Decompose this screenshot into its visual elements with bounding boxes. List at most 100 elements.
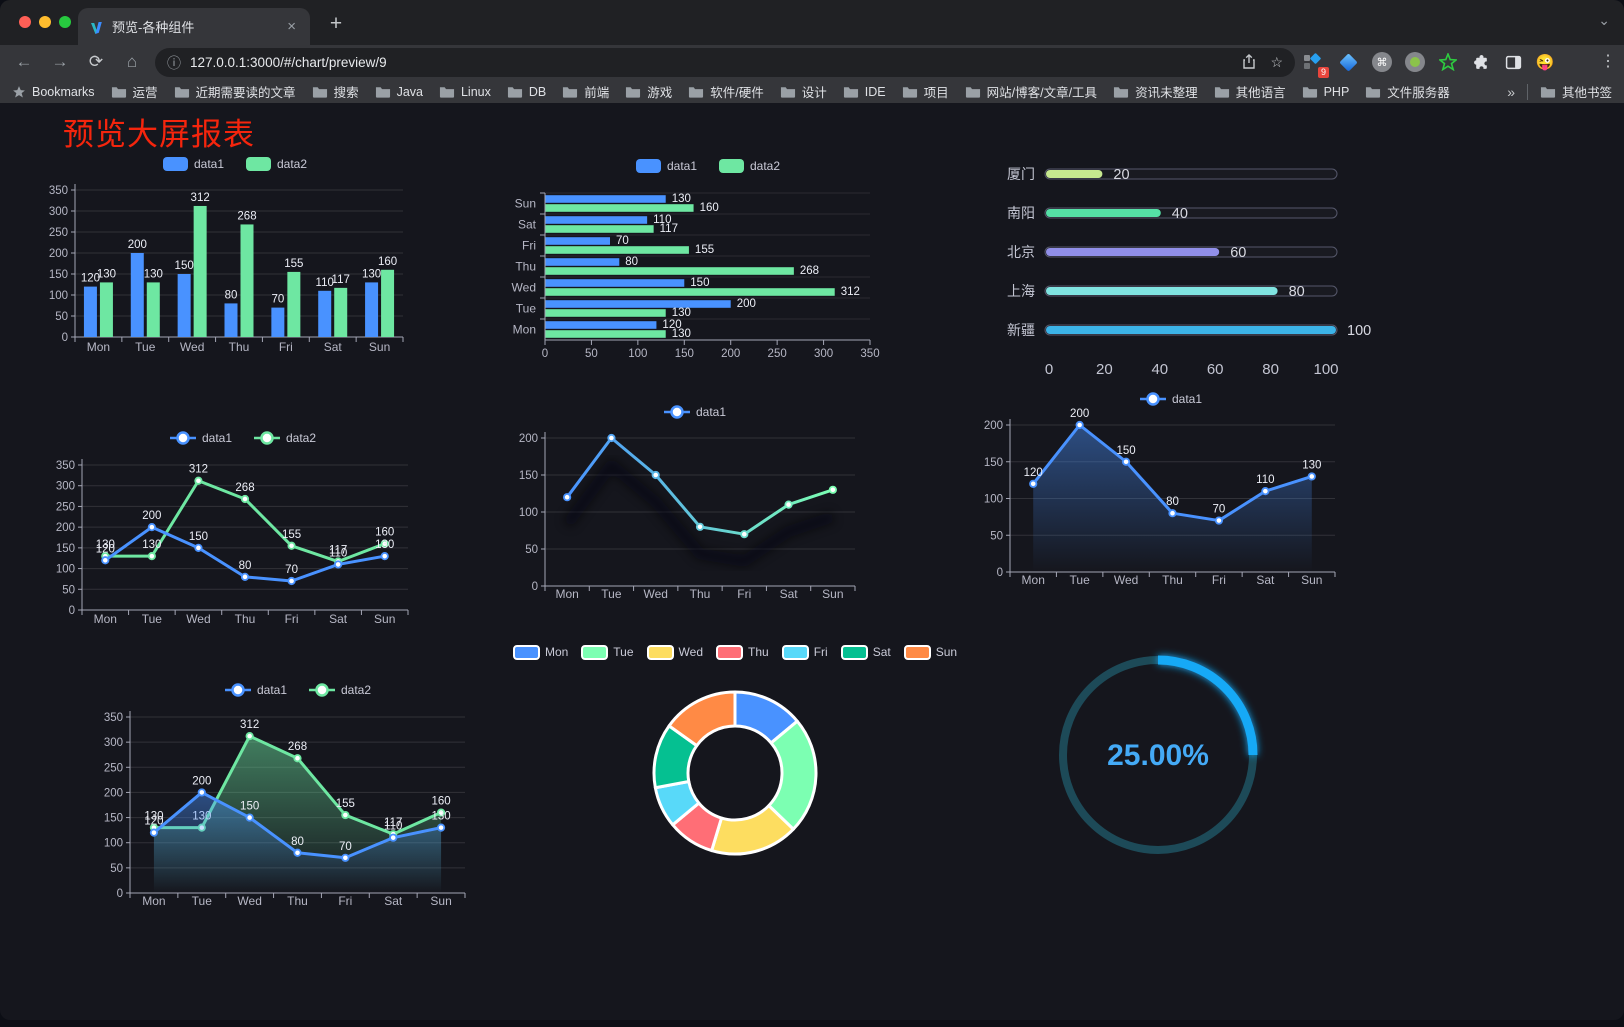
- data-point[interactable]: [240, 572, 250, 581]
- data-point[interactable]: [293, 754, 302, 763]
- site-info-icon[interactable]: ⓘ: [167, 54, 181, 71]
- bar[interactable]: [545, 216, 648, 224]
- bookmark-folder[interactable]: 游戏: [625, 82, 672, 101]
- bar[interactable]: [99, 282, 113, 337]
- gauge-canvas[interactable]: 25.00%: [1048, 645, 1268, 865]
- line-series[interactable]: [565, 436, 835, 536]
- data-point[interactable]: [147, 523, 156, 532]
- data-point[interactable]: [197, 788, 206, 797]
- bar[interactable]: [130, 253, 144, 337]
- data-point[interactable]: [436, 823, 446, 832]
- window-zoom-button[interactable]: [59, 16, 71, 28]
- legend-item[interactable]: Mon: [512, 644, 568, 660]
- bar[interactable]: [545, 288, 835, 296]
- reload-button[interactable]: ⟳: [88, 52, 104, 71]
- bookmark-folder[interactable]: IDE: [843, 82, 886, 101]
- legend-item[interactable]: data1: [225, 683, 287, 697]
- chart-donut[interactable]: [645, 683, 825, 868]
- data-point[interactable]: [389, 833, 398, 842]
- bookmark-folder[interactable]: 其他语言: [1214, 82, 1286, 101]
- data-point[interactable]: [1214, 516, 1224, 525]
- data-point[interactable]: [194, 543, 203, 552]
- chart-grouped-bar[interactable]: data1 data2 0 50 100 150 200 250 300 350 Mon Tue Wed…: [40, 148, 420, 370]
- data-point[interactable]: [334, 560, 343, 569]
- bar[interactable]: [224, 303, 238, 337]
- legend-item[interactable]: Sat: [840, 644, 891, 660]
- bookmark-folder[interactable]: 近期需要读的文章: [174, 82, 296, 101]
- legend-item[interactable]: data1: [170, 431, 232, 445]
- bookmark-folder[interactable]: 网站/博客/文章/工具: [965, 82, 1097, 101]
- data-point[interactable]: [436, 808, 446, 817]
- data-point[interactable]: [341, 853, 350, 862]
- tab-search-chevron-icon[interactable]: ⌄: [1598, 12, 1610, 28]
- progress-list-canvas[interactable]: 厦门 20 南阳 40 北京 60 上海 80 新疆 100 0 20 40 60 80 100: [1000, 155, 1375, 385]
- bookmark-folder[interactable]: 设计: [780, 82, 827, 101]
- extensions-puzzle-icon[interactable]: [1468, 49, 1494, 75]
- bar[interactable]: [545, 204, 694, 212]
- data-point[interactable]: [147, 552, 156, 561]
- bookmark-folder[interactable]: Java: [375, 82, 423, 101]
- bar[interactable]: [545, 246, 689, 254]
- window-close-button[interactable]: [19, 16, 31, 28]
- data-point[interactable]: [695, 522, 705, 531]
- data-point[interactable]: [194, 476, 203, 485]
- bar[interactable]: [146, 282, 160, 337]
- bar[interactable]: [545, 267, 794, 275]
- data-point[interactable]: [287, 576, 296, 586]
- bookmarks-overflow-chevron[interactable]: »: [1507, 83, 1515, 100]
- bar[interactable]: [365, 282, 379, 337]
- data-point[interactable]: [563, 493, 572, 502]
- legend-item[interactable]: Fri: [781, 644, 828, 660]
- browser-tab[interactable]: 预览-各种组件 ×: [78, 8, 310, 45]
- bookmark-star-icon[interactable]: ☆: [1270, 54, 1283, 70]
- back-button[interactable]: ←: [15, 52, 33, 71]
- forward-button[interactable]: →: [51, 52, 69, 71]
- bookmark-folder[interactable]: 搜索: [312, 82, 359, 101]
- data-point[interactable]: [828, 485, 837, 494]
- extension-gem-icon[interactable]: [1335, 49, 1361, 75]
- chart-two-series-line[interactable]: data1 data2 0 50 100 150 200 250 300 350 Mon Tue Wed…: [45, 425, 420, 642]
- bookmark-folder[interactable]: DB: [507, 82, 546, 101]
- data-point[interactable]: [607, 433, 616, 443]
- data-point[interactable]: [1121, 457, 1131, 466]
- legend-item[interactable]: data1: [664, 405, 726, 419]
- share-icon[interactable]: [1242, 53, 1256, 72]
- data-point[interactable]: [1029, 479, 1038, 488]
- bar[interactable]: [193, 205, 207, 337]
- data-point[interactable]: [380, 552, 389, 561]
- data-point[interactable]: [287, 541, 296, 550]
- data-point[interactable]: [149, 828, 159, 837]
- legend-item[interactable]: data1: [163, 157, 224, 171]
- data-point[interactable]: [1075, 420, 1084, 430]
- bar[interactable]: [240, 224, 254, 337]
- chart-two-series-area[interactable]: data1 data2 0 50 100 150 200 250 300 350 Mon Tue Wed…: [100, 665, 480, 922]
- extension-shortcuts-icon[interactable]: 9: [1299, 49, 1329, 78]
- bar[interactable]: [271, 307, 285, 337]
- bar[interactable]: [545, 279, 685, 287]
- bar[interactable]: [334, 287, 348, 337]
- window-minimize-button[interactable]: [39, 16, 51, 28]
- legend-item[interactable]: data1: [636, 159, 697, 173]
- bookmark-folder[interactable]: PHP: [1302, 82, 1349, 101]
- chart-progress-list[interactable]: 厦门 20 南阳 40 北京 60 上海 80 新疆 100 0 20 40 60 80 100: [1000, 155, 1375, 390]
- legend-item[interactable]: Thu: [716, 644, 769, 660]
- tab-close-icon[interactable]: ×: [287, 18, 296, 35]
- other-bookmarks-folder[interactable]: 其他书签: [1540, 82, 1612, 101]
- side-panel-icon[interactable]: [1500, 49, 1526, 75]
- data-point[interactable]: [245, 732, 254, 741]
- bar[interactable]: [545, 237, 610, 245]
- donut-canvas[interactable]: [645, 683, 825, 863]
- data-point[interactable]: [380, 539, 389, 548]
- extension-command-icon[interactable]: ⌘: [1369, 49, 1395, 75]
- bar[interactable]: [545, 330, 666, 338]
- bookmarks-root[interactable]: Bookmarks: [12, 85, 95, 99]
- data-point[interactable]: [240, 494, 250, 504]
- legend-item[interactable]: data2: [254, 431, 316, 445]
- data-point[interactable]: [341, 810, 350, 820]
- two-series-area-canvas[interactable]: data1 data2 0 50 100 150 200 250 300 350 Mon Tue Wed…: [100, 665, 480, 917]
- legend-item[interactable]: data2: [719, 159, 780, 173]
- bookmark-folder[interactable]: 运营: [111, 82, 158, 101]
- legend-item[interactable]: Tue: [581, 644, 634, 660]
- legend-item[interactable]: data2: [246, 157, 307, 171]
